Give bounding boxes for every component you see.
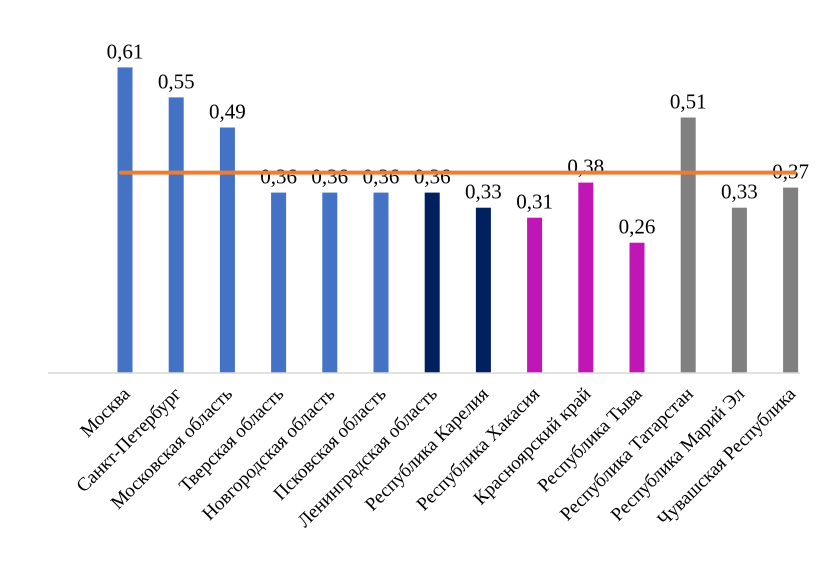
bar-value-label: 0,36 <box>260 165 297 189</box>
bar <box>783 187 799 373</box>
bar-value-label: 0,36 <box>363 165 400 189</box>
bars-group <box>117 67 799 374</box>
bar <box>322 192 338 373</box>
bar <box>578 182 594 373</box>
bar <box>373 192 389 373</box>
bar-value-label: 0,38 <box>567 155 604 179</box>
bar <box>629 242 645 373</box>
bar <box>219 127 235 373</box>
bar <box>271 192 287 373</box>
bar-value-label: 0,26 <box>619 215 656 239</box>
bar <box>475 207 491 373</box>
bar <box>680 117 696 373</box>
bar-value-label: 0,61 <box>107 39 144 63</box>
bar <box>527 217 543 373</box>
bar-value-label: 0,51 <box>670 90 707 114</box>
bar-value-label: 0,31 <box>516 190 553 214</box>
value-labels-group: 0,61 0,55 0,49 0,36 0,36 0,36 0,36 0,33 0,31 0,38… <box>107 39 809 238</box>
bar-value-label: 0,55 <box>158 69 195 93</box>
bar <box>168 97 184 374</box>
bar <box>117 67 133 374</box>
bar-value-label: 0,33 <box>465 180 502 204</box>
bar <box>424 192 440 373</box>
bar-value-label: 0,49 <box>209 100 246 124</box>
bar-value-label: 0,36 <box>311 165 348 189</box>
bar-value-label: 0,33 <box>721 180 758 204</box>
bar-value-label: 0,36 <box>414 165 451 189</box>
bar <box>731 207 747 373</box>
